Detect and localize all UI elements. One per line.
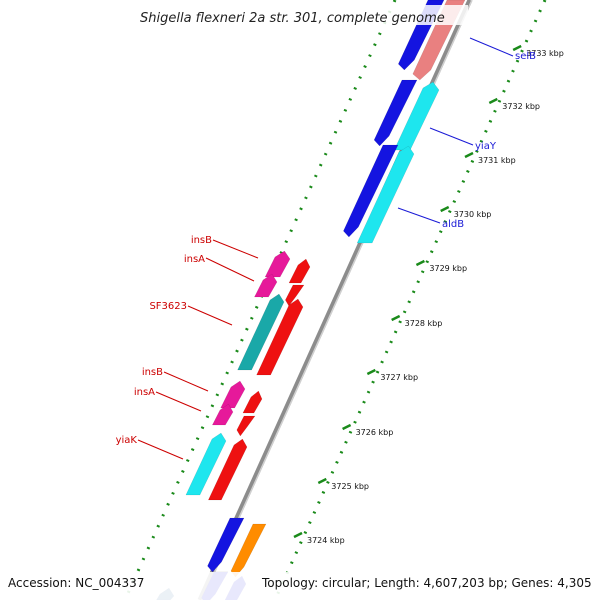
topology-text: Topology: circular; Length: 4,607,203 bp… <box>261 576 592 590</box>
left-dotted-guide <box>123 0 397 600</box>
label-leader-line <box>397 207 441 224</box>
tick-label: 3733 kbp <box>526 49 564 58</box>
gene-feature-insb[interactable] <box>264 250 291 278</box>
gene-label-left[interactable]: yiaK <box>116 435 138 446</box>
gene-label-right[interactable]: selB <box>515 51 536 62</box>
gene-feature-insa-arrow-2[interactable] <box>242 390 263 414</box>
label-leader-line <box>155 391 202 412</box>
tick-label: 3726 kbp <box>356 428 394 437</box>
tick-mark <box>440 205 450 213</box>
gene-feature-insa-arrow[interactable] <box>288 258 311 284</box>
gene-feature-blue-2[interactable] <box>343 144 399 238</box>
gene-label-left[interactable]: insB <box>191 235 212 246</box>
gene-feature-insa-small[interactable] <box>285 284 305 307</box>
tick-mark <box>293 531 303 539</box>
gene-feature-aldb[interactable] <box>356 145 415 244</box>
label-leader-line <box>205 257 255 282</box>
tick-mark <box>415 259 425 267</box>
tick-label: 3729 kbp <box>429 264 467 273</box>
gene-feature-insa-2[interactable] <box>211 403 234 426</box>
gene-feature-insb-2[interactable] <box>220 380 246 409</box>
tick-mark <box>317 477 327 485</box>
gene-feature-sf3623[interactable] <box>256 298 304 376</box>
label-leader-line <box>163 371 209 392</box>
tick-mark <box>366 368 376 376</box>
tick-label: 3728 kbp <box>405 319 443 328</box>
tick-label: 3727 kbp <box>380 373 418 382</box>
gene-feature-yiak[interactable] <box>207 438 248 501</box>
tick-mark <box>512 44 522 52</box>
gene-feature-yiak-cyan[interactable] <box>185 432 227 496</box>
tick-label: 3724 kbp <box>307 536 345 545</box>
label-leader-line <box>212 239 259 259</box>
gene-label-right[interactable]: yiaY <box>475 141 497 152</box>
gene-feature-blue-3[interactable] <box>207 517 245 573</box>
gene-label-left[interactable]: SF3623 <box>149 301 187 312</box>
gene-label-right[interactable]: aldB <box>442 219 464 230</box>
gene-feature-insa-small-2[interactable] <box>236 415 256 437</box>
gene-label-left[interactable]: insA <box>184 254 205 265</box>
genome-title: Shigella flexneri 2a str. 301, complete … <box>140 11 445 26</box>
tick-mark <box>342 423 352 431</box>
gene-feature-insa[interactable] <box>254 273 278 298</box>
label-leader-line <box>187 305 233 326</box>
tick-label: 3725 kbp <box>331 482 369 491</box>
gene-feature-blue[interactable] <box>373 79 418 147</box>
gene-label-left[interactable]: insA <box>134 387 155 398</box>
tick-label: 3731 kbp <box>478 156 516 165</box>
tick-label: 3732 kbp <box>502 102 540 111</box>
accession-text: Accession: NC_004337 <box>8 576 144 590</box>
label-leader-line <box>429 127 474 146</box>
label-leader-line <box>469 37 514 57</box>
tick-mark <box>488 97 498 105</box>
label-leader-line <box>137 439 184 460</box>
tick-label: 3730 kbp <box>454 210 492 219</box>
tick-mark <box>391 314 401 322</box>
gene-feature-sf3623-teal[interactable] <box>237 293 285 371</box>
gene-label-left[interactable]: insB <box>142 367 163 378</box>
tick-mark <box>464 151 474 159</box>
